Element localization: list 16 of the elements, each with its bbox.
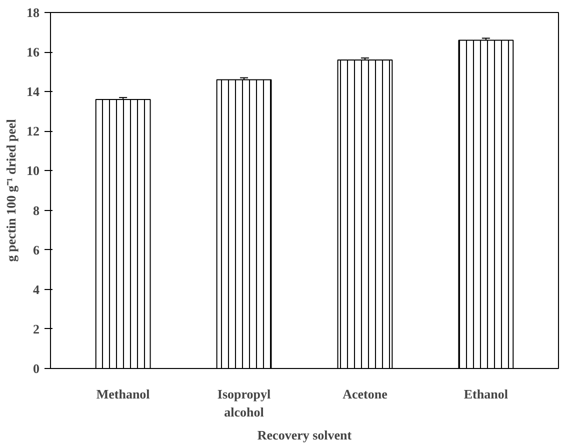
y-tick-label: 6 [33,242,40,258]
y-axis-title: g pectin 100 g⁻¹ dried peel [4,118,18,262]
x-tick-label: Isopropyl alcohol [217,386,272,420]
y-tick-label: 16 [26,44,40,60]
y-tick-label: 0 [33,361,40,376]
y-tick-label: 10 [26,163,40,178]
x-tick-label: Acetone [342,386,388,402]
y-tick-label: 2 [33,321,40,336]
x-tick-label: Methanol [96,386,150,402]
x-axis-title: Recovery solvent [257,428,352,442]
y-tick-label: 12 [26,124,40,139]
y-tick-label: 14 [26,84,40,100]
y-tick-label: 18 [26,5,40,20]
x-tick-label: Ethanol [464,386,508,402]
y-tick-label: 8 [33,202,40,218]
y-tick-label: 4 [33,282,40,297]
